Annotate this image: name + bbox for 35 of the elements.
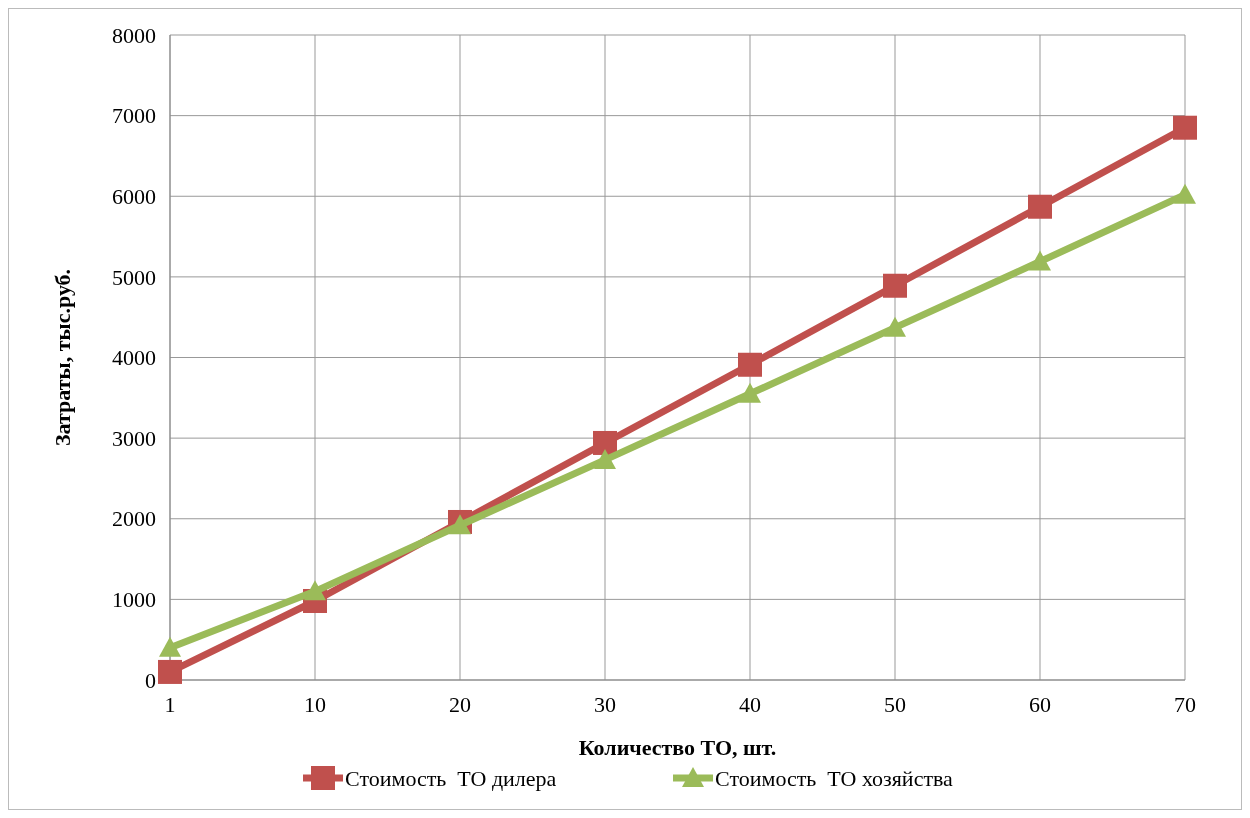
x-tick-label: 50 — [884, 692, 906, 717]
x-tick-label: 1 — [164, 692, 176, 717]
point — [1173, 115, 1197, 140]
x-tick-label: 70 — [1174, 692, 1196, 717]
x-tick-label: 40 — [739, 692, 761, 717]
y-tick-label: 5000 — [112, 264, 156, 290]
y-tick-label: 6000 — [112, 183, 156, 209]
x-tick-label: 10 — [304, 692, 326, 717]
x-tick-label: 30 — [594, 692, 616, 717]
point — [158, 659, 182, 684]
point — [1029, 250, 1051, 271]
point — [593, 430, 617, 455]
y-tick-label: 2000 — [112, 506, 156, 532]
point — [159, 636, 181, 657]
point — [304, 580, 326, 601]
legend-label: Стоимость ТО дилера — [345, 765, 557, 791]
x-tick-label: 20 — [449, 692, 471, 717]
point — [739, 382, 761, 403]
point — [883, 273, 907, 298]
legend-label: Стоимость ТО хозяйства — [715, 765, 954, 791]
x-tick-label: 60 — [1029, 692, 1051, 717]
point — [1174, 183, 1196, 204]
y-tick-label: 1000 — [112, 587, 156, 613]
y-axis-title: Затраты, тыс.руб. — [50, 268, 75, 447]
y-tick-label: 4000 — [112, 345, 156, 371]
y-tick-label: 3000 — [112, 425, 156, 451]
point — [1028, 194, 1052, 219]
point — [449, 514, 471, 535]
point — [594, 448, 616, 469]
y-tick-label: 8000 — [112, 22, 156, 48]
point — [884, 316, 906, 337]
y-tick-label: 0 — [145, 667, 156, 693]
y-tick-label: 7000 — [112, 103, 156, 129]
x-axis-title: Количество ТО, шт. — [578, 735, 777, 760]
point — [738, 352, 762, 377]
